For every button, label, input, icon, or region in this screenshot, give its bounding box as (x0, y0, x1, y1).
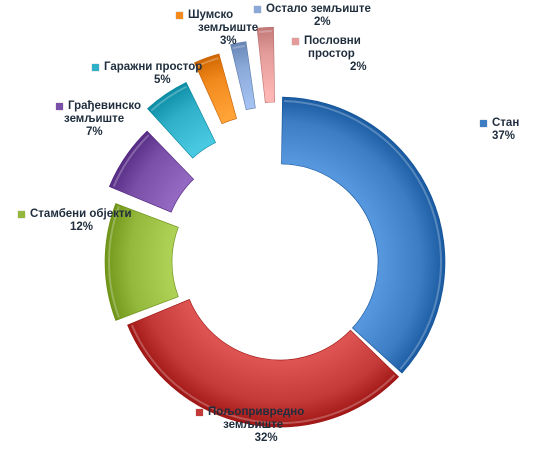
slice-5 (147, 81, 216, 159)
slice-6 (193, 53, 237, 125)
legend-swatch-stan (480, 120, 487, 127)
label-poslovni-prostor: Пословни простор 2% (292, 35, 367, 74)
slice-8 (256, 26, 275, 104)
legend-swatch-gradjevinsko (56, 103, 63, 110)
legend-swatch-stambeni (18, 211, 25, 218)
slice-4 (108, 130, 195, 213)
slice-2 (127, 299, 399, 428)
label-garazni-prostor: Гаражни простор 5% (92, 61, 202, 87)
legend-swatch-garazni (92, 64, 99, 71)
slice-highlight-6 (197, 57, 219, 67)
slice-highlight-2 (130, 324, 396, 424)
label-sumsko-zemljiste: Шумско земљиште 3% (176, 9, 258, 48)
label-gradjevinsko-zemljiste: Грађевинско земљиште 7% (56, 100, 141, 139)
slice-3 (104, 203, 179, 321)
slice-highlight-4 (112, 134, 150, 188)
slice-highlight-7 (232, 44, 246, 50)
slice-7 (230, 41, 256, 111)
legend-swatch-poslovni (292, 38, 299, 45)
legend-swatch-poljoprivredno (196, 409, 203, 416)
legend-swatch-ostalo (254, 6, 261, 13)
legend-swatch-sumsko (176, 12, 183, 19)
label-ostalo-zemljiste: Остало земљиште 2% (254, 3, 371, 29)
slice-highlight-1 (283, 100, 442, 370)
slice-1 (281, 96, 446, 374)
slice-highlight-3 (108, 206, 120, 318)
label-stan: Стан 37% (480, 117, 519, 143)
label-stambeni-objekti: Стамбени објекти 12% (18, 208, 132, 234)
label-poljoprivredno-zemljiste: Пољопривредно земљиште 32% (196, 406, 304, 445)
slice-highlight-8 (259, 30, 272, 33)
slice-highlight-5 (150, 85, 187, 112)
